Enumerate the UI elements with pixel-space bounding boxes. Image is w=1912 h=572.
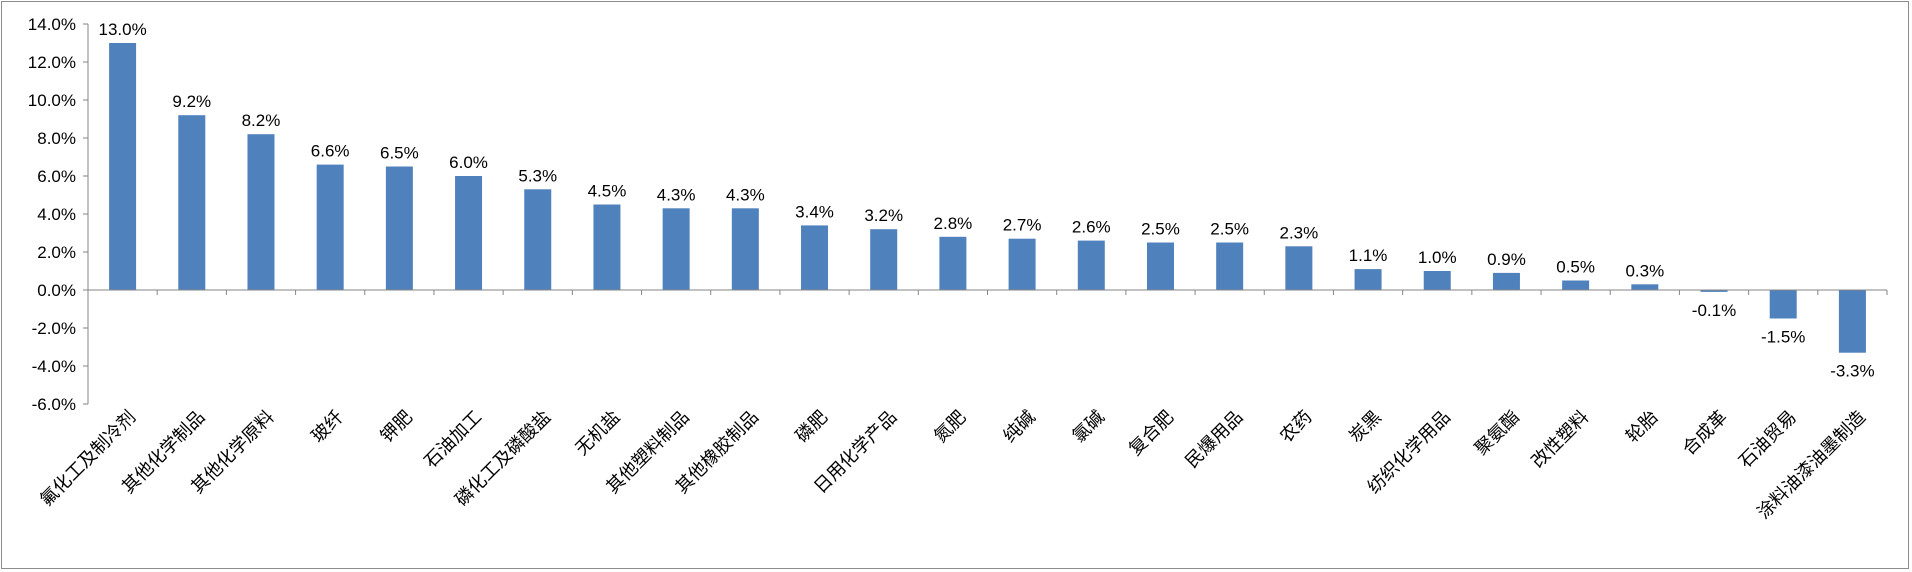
bar <box>247 134 275 290</box>
data-label: 2.5% <box>1210 220 1249 239</box>
category-label: 聚氨酯 <box>1471 407 1524 460</box>
data-label: 1.1% <box>1349 246 1388 265</box>
y-tick-label: 14.0% <box>28 15 76 34</box>
data-label: 6.5% <box>380 144 419 163</box>
category-label: 氯碱 <box>1069 407 1109 447</box>
category-label: 钾肥 <box>377 407 417 447</box>
y-tick-label: 0.0% <box>37 281 76 300</box>
bar <box>1769 290 1797 319</box>
bar <box>939 236 967 290</box>
bar <box>178 115 206 290</box>
y-tick-label: 10.0% <box>28 91 76 110</box>
bar <box>455 176 483 290</box>
category-label: 石油加工 <box>420 407 486 473</box>
data-label: -1.5% <box>1761 328 1805 347</box>
y-tick-label: 8.0% <box>37 129 76 148</box>
data-label: 6.6% <box>311 142 350 161</box>
bar <box>593 204 621 290</box>
data-label: 3.4% <box>795 202 834 221</box>
bar <box>1077 240 1105 290</box>
category-label: 民爆用品 <box>1181 407 1247 473</box>
bar <box>662 208 690 290</box>
data-label: 6.0% <box>449 153 488 172</box>
bar <box>1216 242 1244 290</box>
y-tick-label: 4.0% <box>37 205 76 224</box>
data-label: 2.5% <box>1141 220 1180 239</box>
bar <box>1562 280 1590 290</box>
data-label: 2.8% <box>934 214 973 233</box>
category-label: 合成革 <box>1679 407 1732 460</box>
y-tick-label: 12.0% <box>28 53 76 72</box>
data-label: -0.1% <box>1692 301 1736 320</box>
data-label: 3.2% <box>864 206 903 225</box>
category-label: 复合肥 <box>1125 407 1178 460</box>
data-label: 8.2% <box>242 111 281 130</box>
data-label: 4.3% <box>657 185 696 204</box>
bar <box>1354 269 1382 290</box>
bar <box>1838 290 1866 353</box>
y-tick-label: 6.0% <box>37 167 76 186</box>
bar <box>524 189 552 290</box>
data-label: -3.3% <box>1830 362 1874 381</box>
data-label: 4.3% <box>726 185 765 204</box>
data-label: 0.3% <box>1625 261 1664 280</box>
data-label: 2.3% <box>1279 223 1318 242</box>
bar <box>1008 238 1036 290</box>
y-tick-label: -6.0% <box>32 395 76 414</box>
data-label: 0.5% <box>1556 258 1595 277</box>
bar <box>385 166 413 290</box>
bar <box>731 208 759 290</box>
bar <box>316 164 344 290</box>
bar <box>1285 246 1313 290</box>
data-label: 13.0% <box>98 20 146 39</box>
bar <box>801 225 829 290</box>
data-label: 1.0% <box>1418 248 1457 267</box>
bar <box>1146 242 1174 290</box>
data-label: 5.3% <box>518 166 557 185</box>
category-label: 石油贸易 <box>1735 407 1801 473</box>
data-label: 2.6% <box>1072 218 1111 237</box>
bar <box>1492 272 1520 290</box>
data-label: 2.7% <box>1003 216 1042 235</box>
bar <box>1423 271 1451 290</box>
category-label: 纯碱 <box>999 407 1039 447</box>
data-label: 4.5% <box>588 182 627 201</box>
y-tick-label: -2.0% <box>32 319 76 338</box>
category-label: 轮胎 <box>1622 407 1662 447</box>
category-label: 无机盐 <box>571 407 624 460</box>
category-label: 氟化工及制冷剂 <box>36 407 140 511</box>
bar <box>870 229 898 290</box>
y-tick-label: -4.0% <box>32 357 76 376</box>
bar <box>1631 284 1659 290</box>
data-label: 0.9% <box>1487 250 1526 269</box>
data-label: 9.2% <box>172 92 211 111</box>
category-label: 磷肥 <box>792 407 832 447</box>
category-label: 炭黑 <box>1345 407 1385 447</box>
category-label: 农药 <box>1276 407 1316 447</box>
bar <box>109 43 137 290</box>
category-label: 玻纤 <box>307 407 347 447</box>
category-label: 改性塑料 <box>1527 407 1593 473</box>
bar <box>1700 290 1728 292</box>
y-tick-label: 2.0% <box>37 243 76 262</box>
category-label: 氮肥 <box>930 407 970 447</box>
